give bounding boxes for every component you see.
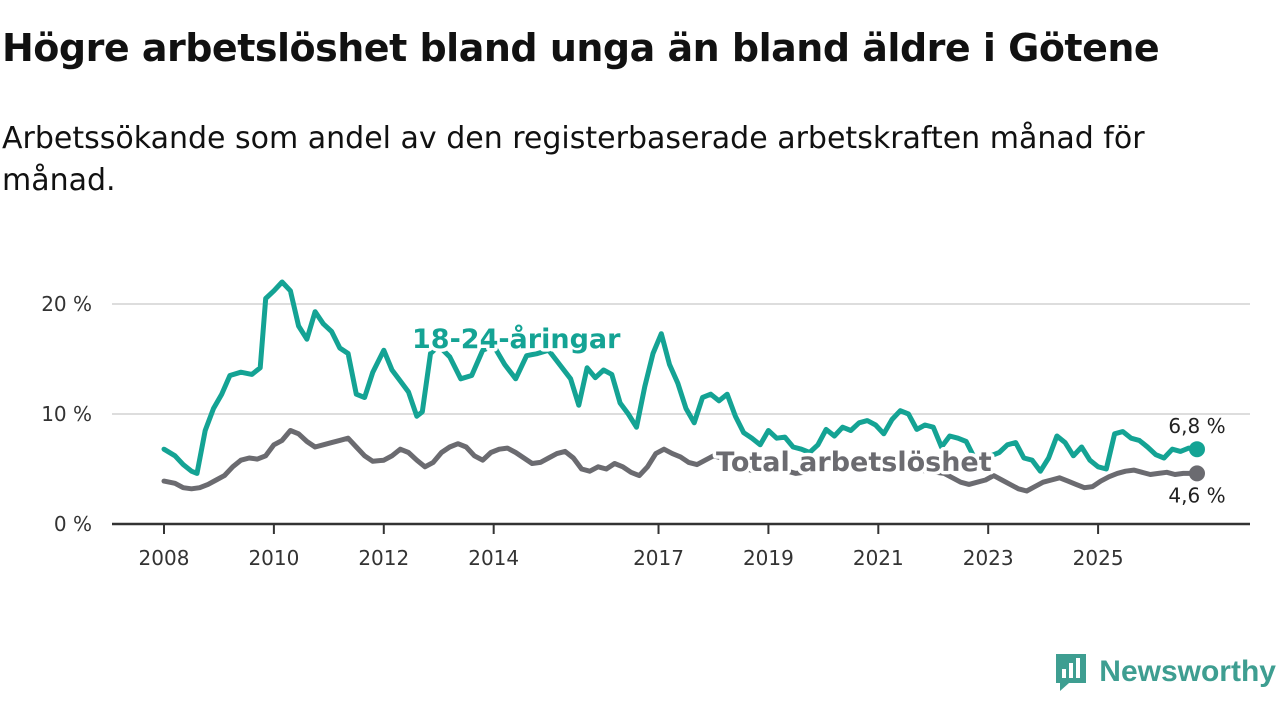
chart-title: Högre arbetslöshet bland unga än bland ä… [2, 26, 1160, 70]
end-value-youth: 6,8 % [1168, 414, 1225, 438]
x-tick-label: 2019 [743, 546, 794, 570]
x-axis: 2008 2010 2012 2014 2017 2019 2021 2023 2025 [112, 522, 1250, 570]
line-chart: 0 % 10 % 20 % 2008 2010 2012 2014 2017 2019 2021… [41, 279, 1250, 570]
x-tick-label: 2021 [853, 546, 904, 570]
end-value-total: 4,6 % [1168, 483, 1225, 507]
x-tick-label: 2025 [1073, 546, 1124, 570]
y-tick-label: 20 % [41, 292, 92, 316]
brand-name: Newsworthy [1099, 655, 1276, 688]
y-tick-label: 0 % [54, 512, 92, 536]
x-tick-label: 2012 [358, 546, 409, 570]
series-lines [161, 279, 1205, 494]
series-label-total: Total arbetslöshet [716, 447, 992, 478]
gridlines [112, 303, 1250, 415]
y-tick-label: 10 % [41, 402, 92, 426]
x-tick-label: 2023 [963, 546, 1014, 570]
chart-subtitle: Arbetssökande som andel av den registerb… [2, 121, 1145, 198]
series-label-total-halo: Total arbetslöshet [716, 447, 992, 478]
series-label-youth: 18-24-åringar [412, 323, 621, 355]
series-line-total [161, 428, 1200, 494]
series-end-dot-total [1189, 465, 1205, 482]
x-tick-label: 2010 [248, 546, 299, 570]
series-end-dot-youth [1189, 441, 1205, 458]
x-tick-label: 2017 [633, 546, 684, 570]
y-axis-ticks: 0 % 10 % 20 % [41, 292, 92, 536]
x-tick-label: 2008 [139, 546, 190, 570]
brand-logo: Newsworthy [1053, 652, 1276, 692]
x-tick-label: 2014 [468, 546, 519, 570]
series-line-youth [161, 279, 1200, 476]
series-label-youth-halo: 18-24-åringar [412, 323, 621, 355]
newsworthy-logo-icon [1056, 654, 1087, 691]
